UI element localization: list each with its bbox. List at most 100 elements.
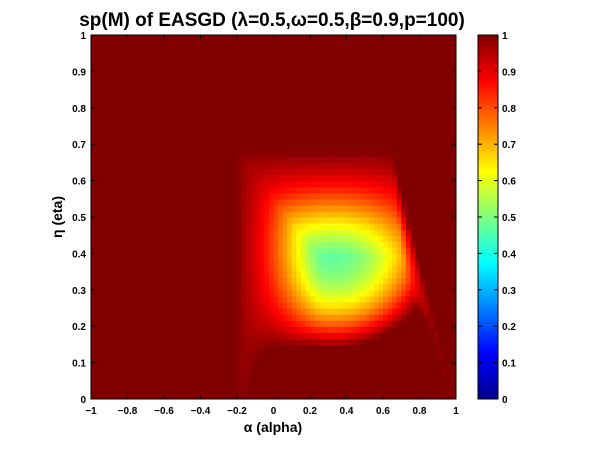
heatmap-cell bbox=[378, 247, 384, 254]
heatmap-cell bbox=[287, 156, 293, 163]
heatmap-cell bbox=[278, 210, 284, 218]
heatmap-cell bbox=[341, 326, 348, 333]
heatmap-cell bbox=[396, 223, 402, 230]
heatmap-cell bbox=[264, 344, 270, 352]
heatmap-cell bbox=[259, 217, 265, 224]
heatmap-cell bbox=[278, 180, 284, 188]
heatmap-cell bbox=[255, 210, 261, 218]
y-tick-label: 0.3 bbox=[72, 286, 86, 297]
heatmap-cell bbox=[364, 320, 370, 327]
heatmap-cell bbox=[291, 259, 297, 267]
heatmap-cell bbox=[337, 150, 343, 157]
heatmap-cell bbox=[405, 283, 411, 291]
heatmap-cell bbox=[337, 217, 343, 224]
heatmap-cell bbox=[246, 362, 252, 370]
heatmap-cell bbox=[255, 235, 261, 242]
heatmap-cell bbox=[355, 289, 361, 297]
heatmap-cell bbox=[332, 301, 338, 309]
heatmap-cell bbox=[255, 229, 261, 236]
heatmap-cell bbox=[287, 186, 293, 194]
heatmap-cell bbox=[268, 320, 275, 327]
heatmap-cell bbox=[355, 162, 361, 170]
heatmap-cell bbox=[282, 338, 288, 345]
heatmap-cell bbox=[273, 314, 279, 321]
heatmap-cell bbox=[237, 374, 243, 382]
heatmap-cell bbox=[246, 223, 252, 230]
heatmap-cell bbox=[300, 162, 307, 170]
heatmap-cell bbox=[259, 338, 265, 345]
heatmap-cell bbox=[278, 332, 284, 339]
heatmap-cell bbox=[246, 320, 252, 327]
heatmap-cell bbox=[273, 289, 279, 297]
heatmap-cell bbox=[405, 241, 411, 248]
heatmap-cell bbox=[355, 301, 361, 309]
heatmap-cell bbox=[383, 186, 389, 194]
heatmap-cell bbox=[300, 186, 307, 194]
heatmap-cell bbox=[250, 283, 256, 291]
heatmap-cell bbox=[264, 192, 270, 200]
heatmap-cell bbox=[278, 198, 284, 206]
heatmap-cell bbox=[337, 156, 343, 163]
heatmap-cell bbox=[246, 338, 252, 345]
heatmap-cell bbox=[273, 223, 279, 230]
heatmap-cell bbox=[337, 204, 343, 212]
heatmap-cell bbox=[287, 210, 293, 218]
heatmap-cell bbox=[387, 295, 393, 303]
heatmap-cell bbox=[392, 320, 398, 327]
heatmap-cell bbox=[346, 210, 352, 218]
heatmap-cell bbox=[355, 338, 361, 345]
heatmap-cell bbox=[246, 241, 252, 248]
heatmap-cell bbox=[273, 326, 279, 333]
heatmap-cell bbox=[369, 277, 375, 285]
heatmap-cell bbox=[364, 332, 370, 339]
x-tick-label: −1 bbox=[85, 406, 97, 417]
heatmap-cell bbox=[278, 150, 284, 157]
x-tick-label: 0.4 bbox=[340, 406, 354, 417]
heatmap-cell bbox=[282, 295, 288, 303]
heatmap-cell bbox=[355, 253, 361, 261]
heatmap-cell bbox=[282, 150, 288, 157]
heatmap-cell bbox=[355, 235, 361, 242]
heatmap-cell bbox=[332, 338, 338, 345]
heatmap-cell bbox=[314, 180, 320, 188]
heatmap-cell bbox=[319, 156, 325, 163]
heatmap-cell bbox=[341, 229, 348, 236]
heatmap-cell bbox=[300, 217, 307, 224]
colorbar-tick-label: 0.7 bbox=[502, 140, 516, 151]
heatmap-cell bbox=[355, 168, 361, 176]
heatmap-cell bbox=[287, 223, 293, 230]
heatmap-cell bbox=[328, 338, 334, 345]
heatmap-cell bbox=[405, 277, 411, 285]
heatmap-cell bbox=[310, 283, 316, 291]
heatmap-cell bbox=[332, 259, 338, 267]
heatmap-cell bbox=[332, 162, 338, 170]
heatmap-cell bbox=[341, 198, 348, 206]
heatmap-cell bbox=[255, 301, 261, 309]
heatmap-cell bbox=[264, 229, 270, 236]
heatmap-cell bbox=[396, 198, 402, 206]
heatmap-cell bbox=[355, 174, 361, 182]
heatmap-cell bbox=[310, 277, 316, 285]
y-tick-label: 0.1 bbox=[72, 359, 86, 370]
heatmap-cell bbox=[250, 168, 256, 176]
heatmap-cell bbox=[259, 314, 265, 321]
heatmap-cell bbox=[291, 204, 297, 212]
heatmap-cell bbox=[351, 162, 357, 170]
heatmap-cell bbox=[268, 332, 275, 339]
heatmap-cell bbox=[310, 174, 316, 182]
heatmap-cell bbox=[346, 326, 352, 333]
heatmap-cell bbox=[396, 247, 402, 254]
heatmap-cell bbox=[296, 308, 302, 315]
heatmap-cell bbox=[314, 235, 320, 242]
heatmap-cell bbox=[360, 308, 366, 315]
heatmap-cell bbox=[305, 320, 311, 327]
heatmap-cell bbox=[346, 320, 352, 327]
heatmap-cell bbox=[259, 320, 265, 327]
heatmap-cell bbox=[369, 204, 375, 212]
heatmap-cell bbox=[255, 308, 261, 315]
heatmap-cell bbox=[355, 186, 361, 194]
heatmap-cell bbox=[323, 253, 329, 261]
heatmap-cell bbox=[373, 210, 380, 218]
heatmap-cell bbox=[328, 326, 334, 333]
heatmap-cell bbox=[387, 198, 393, 206]
